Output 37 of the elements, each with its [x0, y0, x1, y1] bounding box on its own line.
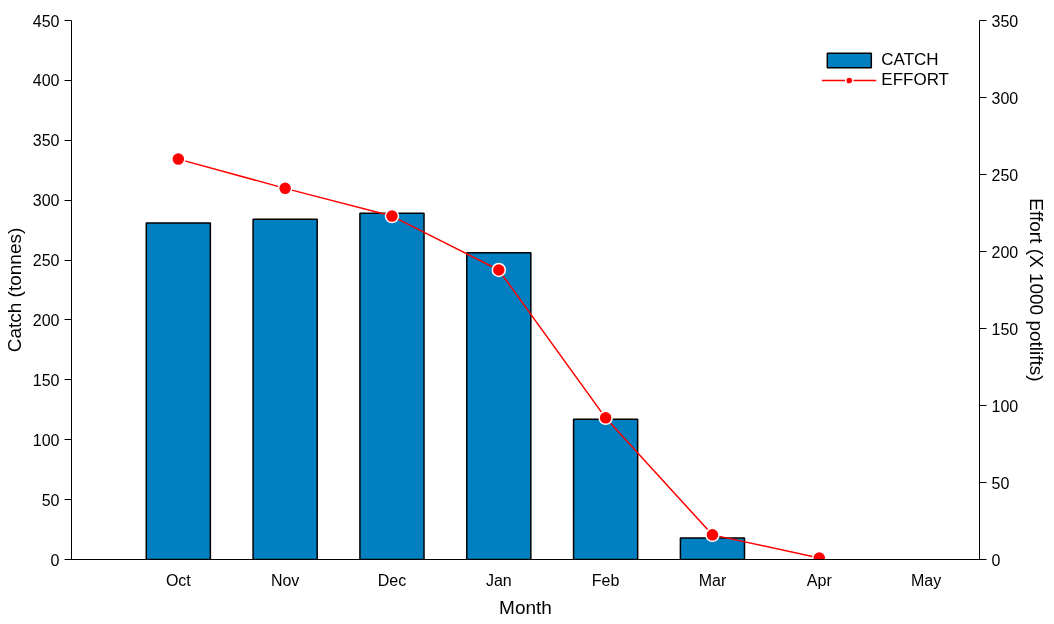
x-tick-label: Feb — [591, 571, 620, 589]
x-axis-title: Month — [499, 596, 552, 618]
x-tick-label: Jan — [485, 571, 512, 589]
y2-tick-label: 150 — [991, 320, 1019, 338]
legend-label: CATCH — [881, 50, 939, 70]
y2-tick-label: 50 — [991, 474, 1010, 492]
y-tick-label: 450 — [32, 12, 60, 30]
y-tick-label: 400 — [32, 72, 60, 90]
legend-label: EFFORT — [881, 70, 949, 90]
y-tick-label: 350 — [32, 132, 60, 150]
x-tick-label: Mar — [698, 571, 727, 589]
y2-tick-label: 350 — [991, 12, 1019, 30]
point — [277, 181, 293, 196]
x-tick-label: Dec — [377, 571, 407, 589]
y2-tick-label: 200 — [991, 243, 1019, 261]
y-tick-label: 200 — [32, 311, 60, 329]
y-axis-title: Catch (tonnes) — [3, 227, 25, 353]
y-tick-label: 0 — [50, 551, 60, 569]
y2-tick-label: 0 — [991, 551, 1001, 569]
y2-tick-label: 300 — [991, 89, 1019, 107]
y2-tick-label: 250 — [991, 166, 1019, 184]
point — [598, 410, 613, 426]
y2-axis-title: Effort (X 1000 potlifts) — [1026, 198, 1048, 382]
y-tick-label: 100 — [32, 431, 60, 449]
y-tick-label: 300 — [32, 192, 60, 210]
x-tick-label: Nov — [270, 571, 300, 589]
point — [705, 527, 720, 543]
y-tick-label: 50 — [41, 491, 60, 509]
x-tick-label: Oct — [165, 571, 192, 589]
y-tick-label: 150 — [32, 371, 60, 389]
point — [171, 151, 186, 167]
y-tick-label: 250 — [32, 252, 60, 270]
point — [491, 262, 507, 278]
point — [384, 208, 400, 224]
x-tick-label: Apr — [806, 571, 833, 589]
y2-tick-label: 100 — [991, 397, 1019, 415]
x-tick-label: May — [910, 571, 942, 589]
